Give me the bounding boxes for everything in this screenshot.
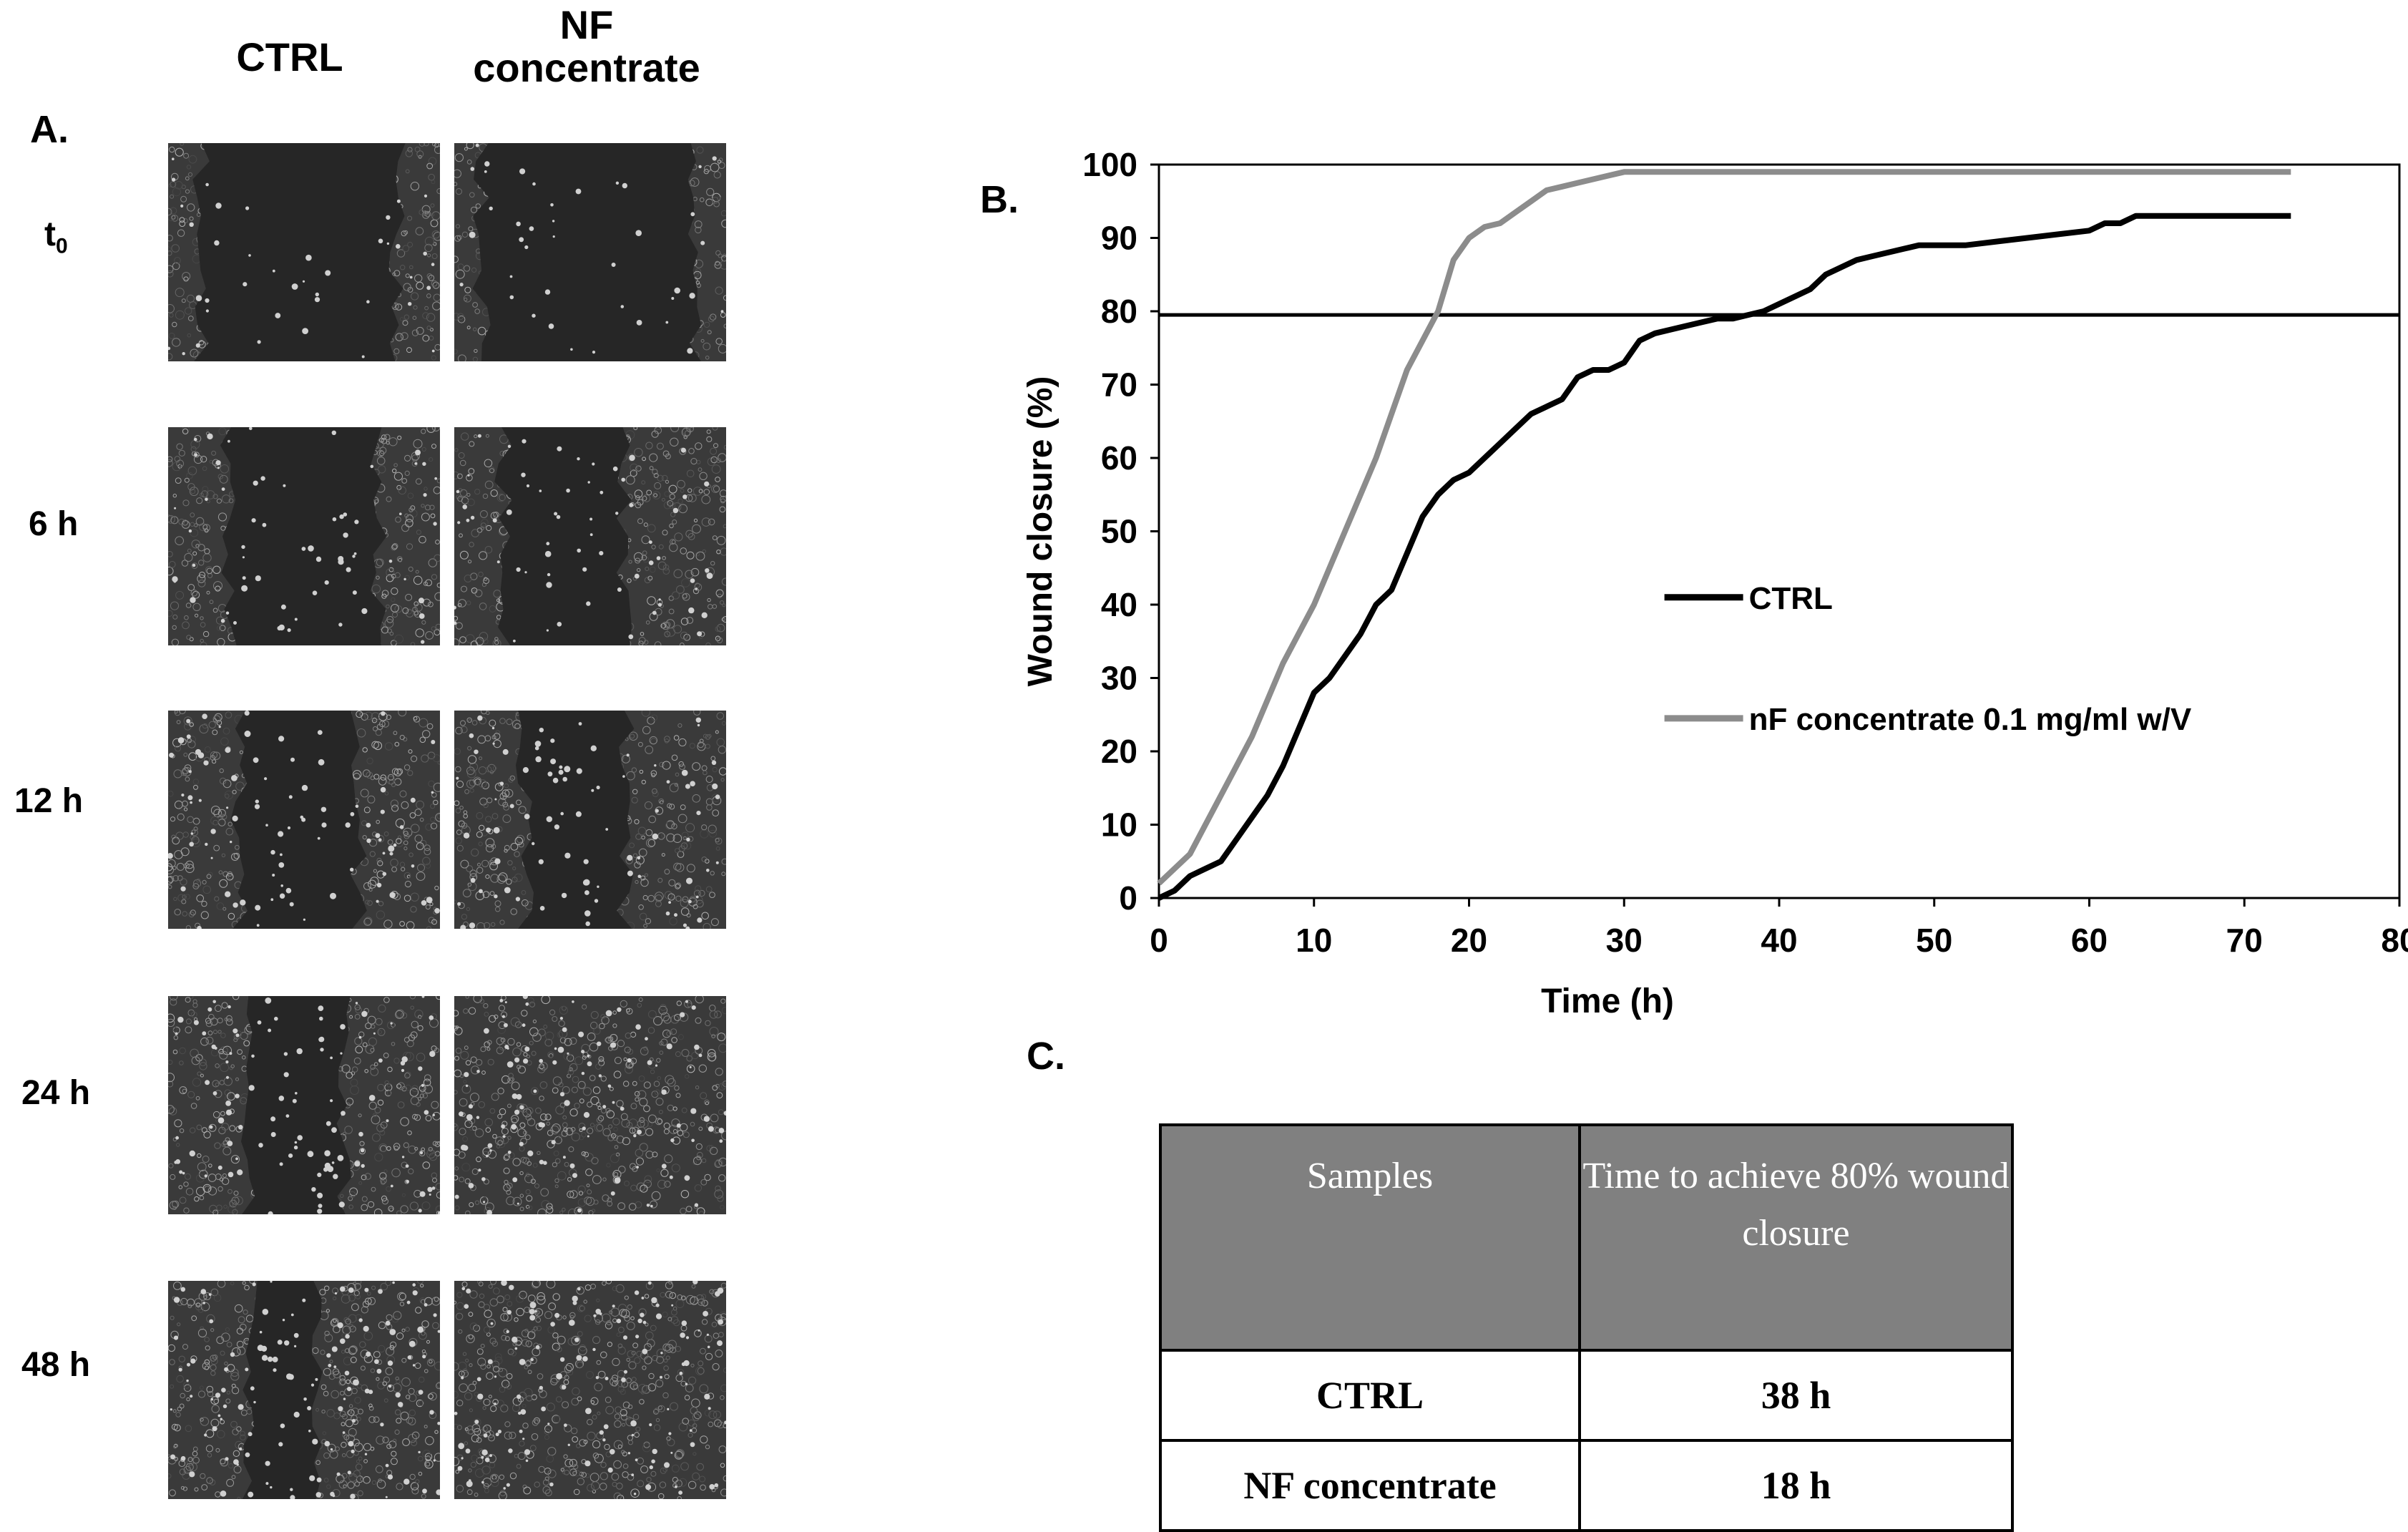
y-tick-label: 50 xyxy=(1101,513,1137,550)
panel-a-letter: A. xyxy=(30,107,69,152)
series-line-ctrl xyxy=(1159,216,2291,898)
column-header-ctrl: CTRL xyxy=(168,36,411,79)
y-tick-label: 40 xyxy=(1101,586,1137,623)
column-header-nf-line2: concentrate xyxy=(436,47,737,89)
y-tick-label: 0 xyxy=(1119,879,1137,917)
micrograph-image xyxy=(454,1281,726,1499)
table-cell-time: 38 h xyxy=(1580,1350,2012,1440)
row-label-t0-main: t xyxy=(44,215,56,253)
micrograph-image xyxy=(168,143,440,361)
closure-time-table: Samples Time to achieve 80% wound closur… xyxy=(1159,1123,2014,1532)
table-header-time: Time to achieve 80% wound closure xyxy=(1580,1125,2012,1350)
x-axis-label: Time (h) xyxy=(1541,982,1674,1020)
table-cell-sample: CTRL xyxy=(1160,1350,1580,1440)
row-label-48h: 48 h xyxy=(21,1345,90,1385)
x-tick-label: 30 xyxy=(1606,922,1643,959)
table-row: CTRL 38 h xyxy=(1160,1350,2012,1440)
micrograph-image xyxy=(168,711,440,929)
x-tick-label: 20 xyxy=(1451,922,1487,959)
table-cell-time: 18 h xyxy=(1580,1440,2012,1531)
x-tick-label: 70 xyxy=(2226,922,2263,959)
micrograph-image xyxy=(454,996,726,1214)
column-header-nf-line1: NF xyxy=(436,4,737,47)
row-label-24h: 24 h xyxy=(21,1073,90,1113)
micrograph-image xyxy=(454,427,726,645)
micrograph-image xyxy=(168,996,440,1214)
y-tick-label: 70 xyxy=(1101,366,1137,404)
row-label-t0: t0 xyxy=(44,215,68,259)
micrograph-image xyxy=(454,143,726,361)
x-tick-label: 80 xyxy=(2381,922,2408,959)
y-tick-label: 80 xyxy=(1101,293,1137,330)
y-tick-label: 30 xyxy=(1101,660,1137,697)
y-tick-label: 100 xyxy=(1082,146,1137,183)
legend-label-nf-concentrate: nF concentrate 0.1 mg/ml w/V xyxy=(1749,702,2192,737)
micrograph-image xyxy=(168,1281,440,1499)
table-header-samples: Samples xyxy=(1160,1125,1580,1350)
x-tick-label: 0 xyxy=(1150,922,1168,959)
y-tick-label: 10 xyxy=(1101,806,1137,844)
x-tick-label: 50 xyxy=(1916,922,1952,959)
table-cell-sample: NF concentrate xyxy=(1160,1440,1580,1531)
table-row: NF concentrate 18 h xyxy=(1160,1440,2012,1531)
wound-closure-chart: 0 10 20 30 40 50 60 70 80 0 10 20 30 40 50 60 70 80 90 100 T… xyxy=(987,129,2408,1059)
panel-c-letter: C. xyxy=(1027,1034,1065,1078)
legend-label-ctrl: CTRL xyxy=(1749,581,1833,616)
y-axis-label: Wound closure (%) xyxy=(1022,376,1059,687)
x-tick-label: 60 xyxy=(2071,922,2108,959)
row-label-12h: 12 h xyxy=(14,781,83,821)
table-header-time-text: Time to achieve 80% wound closure xyxy=(1582,1148,2010,1262)
series-line-nf-concentrate xyxy=(1159,172,2291,883)
x-tick-label: 10 xyxy=(1296,922,1332,959)
y-tick-label: 60 xyxy=(1101,439,1137,477)
row-label-t0-sub: 0 xyxy=(56,235,68,258)
micrograph-image xyxy=(168,427,440,645)
y-tick-label: 20 xyxy=(1101,733,1137,770)
column-header-nf-concentrate: NF concentrate xyxy=(436,4,737,89)
y-tick-label: 90 xyxy=(1101,220,1137,257)
micrograph-image xyxy=(454,711,726,929)
x-tick-label: 40 xyxy=(1761,922,1797,959)
table-header-row: Samples Time to achieve 80% wound closur… xyxy=(1160,1125,2012,1350)
row-label-6h: 6 h xyxy=(29,504,78,544)
